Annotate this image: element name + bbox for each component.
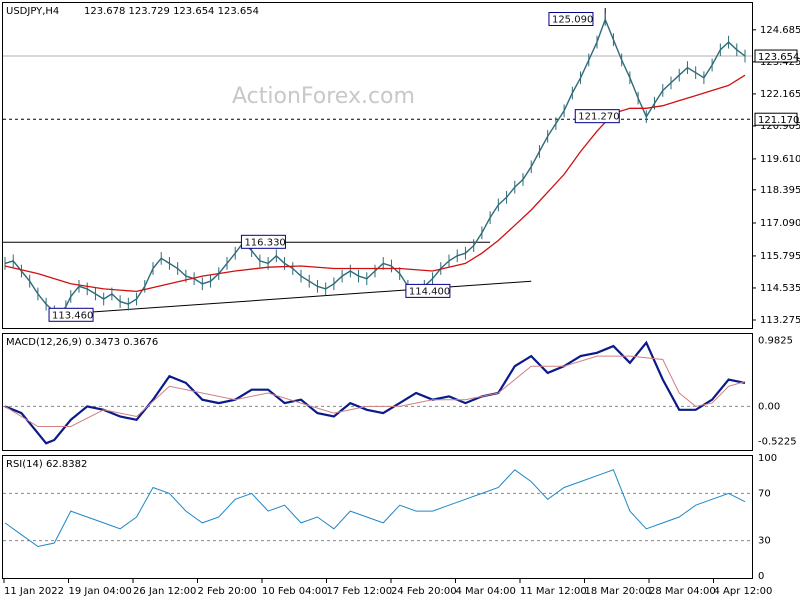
price-line <box>4 17 746 317</box>
rsi-axis: 100 70 30 0 <box>758 453 777 582</box>
macd-tick-label: -0.5225 <box>758 436 797 447</box>
price-label: 114.400 <box>405 283 451 298</box>
svg-text:121.270: 121.270 <box>578 112 619 123</box>
time-tick-label: 4 Mar 04:00 <box>456 586 516 597</box>
price-tick-label: 124.685 <box>760 25 800 36</box>
price-tick-label: 117.090 <box>760 218 800 229</box>
price-label: 113.460 <box>48 307 94 322</box>
svg-text:116.330: 116.330 <box>244 237 285 248</box>
price-tick-label: 113.275 <box>760 315 800 326</box>
price-panel-frame <box>2 2 753 329</box>
time-tick-label: 2 Feb 20:00 <box>198 586 257 597</box>
svg-text:114.400: 114.400 <box>409 286 450 297</box>
price-series-layer: 123.654 121.170 125.090 116.330 114.400 113.4… <box>3 8 799 322</box>
ohlc-readout: 123.678 123.729 123.654 123.654 <box>84 6 259 17</box>
svg-text:113.460: 113.460 <box>52 310 93 321</box>
price-label: 125.090 <box>548 12 594 27</box>
time-tick-label: 11 Jan 2022 <box>4 586 64 597</box>
svg-text:121.170: 121.170 <box>758 115 799 126</box>
rsi-tick-label: 0 <box>758 571 764 582</box>
price-axis: 124.685123.425122.165120.905119.610118.3… <box>752 25 800 326</box>
macd-title: MACD(12,26,9) 0.3473 0.3676 <box>6 337 158 348</box>
price-tick-label: 122.165 <box>760 89 800 100</box>
symbol-timeframe: USDJPY,H4 <box>6 6 59 17</box>
time-tick-label: 11 Mar 12:00 <box>520 586 587 597</box>
time-tick-label: 10 Feb 04:00 <box>262 586 328 597</box>
macd-axis: 0.9825 0.00 -0.5225 <box>758 336 797 448</box>
svg-text:123.654: 123.654 <box>758 52 799 63</box>
time-tick-label: 4 Apr 12:00 <box>714 586 773 597</box>
rsi-tick-label: 100 <box>758 453 777 464</box>
rsi-tick-label: 70 <box>758 488 771 499</box>
time-axis: 11 Jan 2022 19 Jan 04:00 26 Jan 12:00 2 Feb… <box>3 578 773 597</box>
price-tick-label: 118.395 <box>760 185 800 196</box>
time-tick-label: 17 Feb 12:00 <box>327 586 393 597</box>
macd-tick-label: 0.9825 <box>758 336 793 347</box>
time-tick-label: 26 Jan 12:00 <box>133 586 196 597</box>
rsi-title: RSI(14) 62.8382 <box>6 459 87 470</box>
macd-tick-label: 0.00 <box>758 401 780 412</box>
price-label: 121.270 <box>574 109 620 124</box>
macd-panel-frame <box>2 333 753 451</box>
rsi-tick-label: 30 <box>758 536 771 547</box>
time-tick-label: 18 Mar 20:00 <box>585 586 652 597</box>
price-tick-label: 119.610 <box>760 154 800 165</box>
svg-text:125.090: 125.090 <box>552 15 593 26</box>
price-tick-label: 114.535 <box>760 283 800 294</box>
time-tick-label: 28 Mar 04:00 <box>649 586 716 597</box>
macd-series-layer <box>3 340 752 445</box>
level-price-tag: 121.170 <box>754 112 799 126</box>
watermark: ActionForex.com <box>232 84 415 109</box>
time-tick-label: 19 Jan 04:00 <box>69 586 132 597</box>
macd-line <box>4 340 746 445</box>
ma-line <box>4 74 746 293</box>
rsi-line <box>4 469 746 548</box>
rsi-panel-frame <box>2 455 753 579</box>
current-price-tag: 123.654 <box>754 49 799 63</box>
price-tick-label: 120.905 <box>760 121 800 132</box>
price-tick-label: 115.795 <box>760 251 800 262</box>
time-tick-label: 24 Feb 20:00 <box>391 586 457 597</box>
price-label: 116.330 <box>240 234 286 249</box>
rsi-series-layer <box>3 469 752 548</box>
support-trendline <box>59 280 532 315</box>
signal-line <box>4 355 746 427</box>
